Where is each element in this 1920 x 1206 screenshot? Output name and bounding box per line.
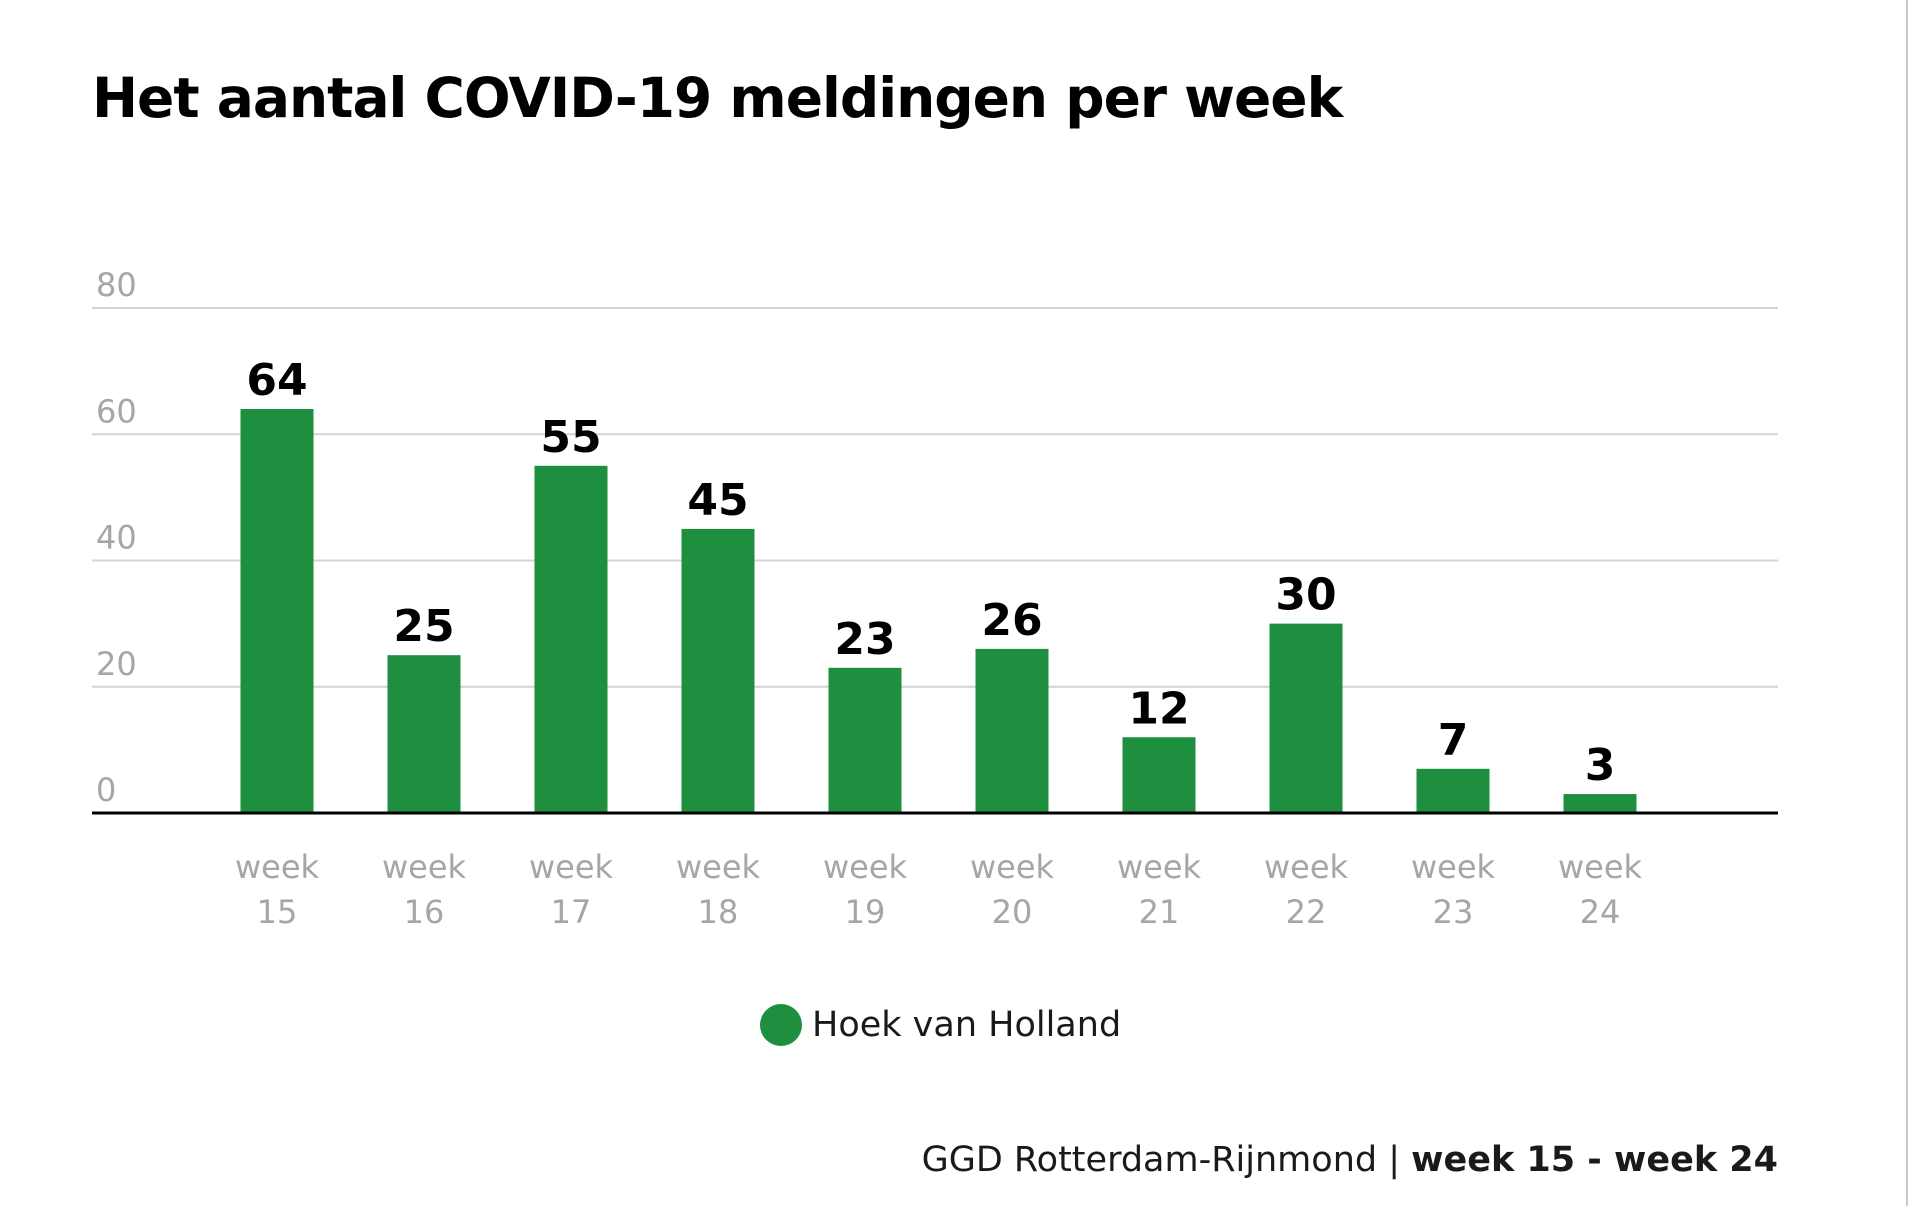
y-tick-label-60: 60 [96, 392, 137, 430]
x-tick-label-week-18-line-1: week [676, 848, 761, 886]
x-tick-label-week-19-line-2: 19 [845, 893, 886, 931]
y-axis-ticks: 0 20 40 60 80 [96, 266, 137, 809]
data-label-week-24: 3 [1585, 740, 1616, 791]
x-tick-label-week-22-line-1: week [1264, 848, 1349, 886]
x-tick-label-week-21-line-2: 21 [1139, 893, 1180, 931]
bars [240, 409, 1637, 813]
data-label-week-21: 12 [1128, 683, 1189, 734]
bar-week-18 [681, 528, 755, 813]
data-label-week-19: 23 [834, 614, 895, 665]
source-range: week 15 - week 24 [1411, 1140, 1778, 1180]
y-tick-label-80: 80 [96, 266, 137, 304]
x-tick-label-week-20-line-1: week [970, 848, 1055, 886]
source-footer: GGD Rotterdam-Rijnmond | week 15 - week … [922, 1140, 1778, 1180]
data-label-week-20: 26 [981, 595, 1042, 646]
x-tick-label-week-18-line-2: 18 [698, 893, 739, 931]
data-label-week-18: 45 [687, 475, 748, 526]
x-tick-label-week-17-line-1: week [529, 848, 614, 886]
x-tick-label-week-20-line-2: 20 [992, 893, 1033, 931]
x-tick-label-week-15-line-2: 15 [257, 893, 298, 931]
data-label-week-23: 7 [1438, 715, 1469, 766]
x-tick-label-week-24-line-2: 24 [1580, 893, 1621, 931]
bar-week-21 [1122, 737, 1196, 813]
data-label-week-17: 55 [540, 412, 601, 463]
x-tick-label-week-17-line-2: 17 [551, 893, 592, 931]
x-tick-label-week-19-line-1: week [823, 848, 908, 886]
x-tick-label-week-24-line-1: week [1558, 848, 1643, 886]
y-tick-label-40: 40 [96, 519, 137, 557]
bar-week-22 [1269, 623, 1343, 813]
bar-week-24 [1563, 794, 1637, 813]
chart-title: Het aantal COVID-19 meldingen per week [92, 66, 1343, 130]
x-tick-label-week-21-line-1: week [1117, 848, 1202, 886]
y-tick-label-20: 20 [96, 645, 137, 683]
bar-week-23 [1416, 768, 1490, 813]
page-edge-divider [1906, 0, 1908, 1206]
x-tick-label-week-23-line-2: 23 [1433, 893, 1474, 931]
bar-week-19 [828, 667, 902, 813]
data-label-week-22: 30 [1275, 570, 1336, 621]
y-tick-label-0: 0 [96, 771, 116, 809]
data-labels: 64 25 55 45 23 26 12 30 7 3 [246, 355, 1615, 791]
bar-week-20 [975, 648, 1049, 813]
data-label-week-15: 64 [246, 355, 307, 406]
x-tick-label-week-15-line-1: week [235, 848, 320, 886]
legend-swatch-icon [760, 1004, 802, 1046]
x-tick-label-week-16-line-1: week [382, 848, 467, 886]
x-tick-label-week-23-line-1: week [1411, 848, 1496, 886]
legend-label: Hoek van Holland [812, 1005, 1122, 1045]
bar-week-15 [240, 409, 314, 813]
legend: Hoek van Holland [760, 1003, 1121, 1047]
bar-week-16 [387, 655, 461, 813]
data-label-week-16: 25 [393, 601, 454, 652]
source-name: GGD Rotterdam-Rijnmond [921, 1140, 1378, 1180]
x-tick-label-week-16-line-2: 16 [404, 893, 445, 931]
x-tick-label-week-22-line-2: 22 [1286, 893, 1327, 931]
bar-week-17 [534, 465, 608, 813]
x-axis-ticks: week 15 week 16 week 17 week 18 week 19 week 20 week… [235, 848, 1643, 931]
gridlines [92, 307, 1778, 688]
source-separator: | [1377, 1140, 1412, 1180]
